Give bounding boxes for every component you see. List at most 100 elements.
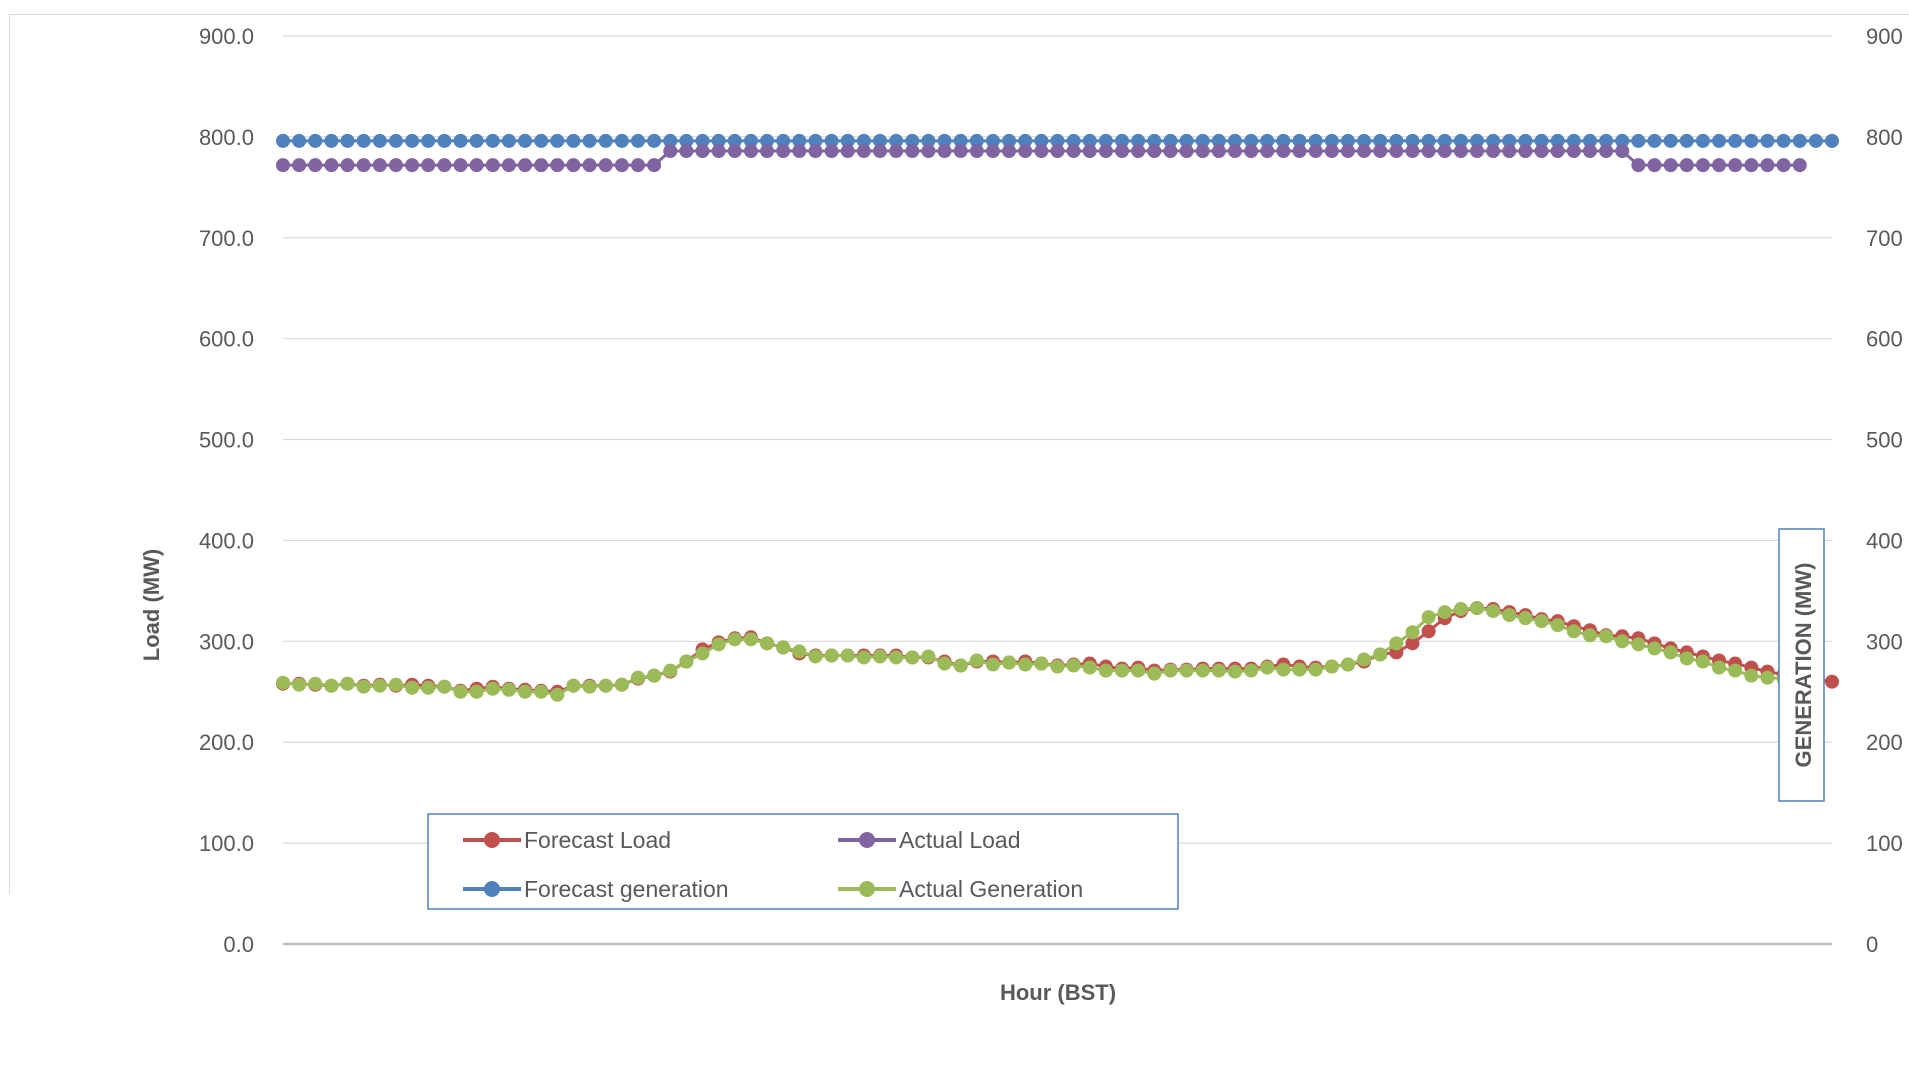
y2-tick-label: 100	[1866, 831, 1903, 856]
data-point	[969, 653, 984, 668]
data-point	[356, 158, 371, 173]
data-point	[743, 144, 758, 159]
data-point	[308, 676, 323, 691]
data-point	[1340, 144, 1355, 159]
data-point	[1115, 133, 1130, 148]
data-point	[453, 684, 468, 699]
data-point	[840, 133, 855, 148]
data-point	[1163, 144, 1178, 159]
data-point	[824, 133, 839, 148]
data-point	[921, 133, 936, 148]
data-point	[889, 133, 904, 148]
series-actual-load	[276, 144, 1807, 173]
data-point	[1663, 158, 1678, 173]
legend-item-forecast-generation: Forecast generation	[463, 876, 729, 902]
data-point	[1453, 144, 1468, 159]
data-point	[292, 158, 307, 173]
data-point	[1276, 662, 1291, 677]
data-point	[663, 133, 678, 148]
data-point	[1599, 133, 1614, 148]
data-point	[1550, 618, 1565, 633]
data-point	[534, 158, 549, 173]
data-point	[1179, 133, 1194, 148]
legend-label: Forecast Load	[524, 827, 671, 853]
data-point	[985, 144, 1000, 159]
data-point	[1227, 133, 1242, 148]
legend-swatch-marker	[484, 881, 500, 897]
data-point	[792, 144, 807, 159]
data-point	[873, 649, 888, 664]
data-point	[776, 640, 791, 655]
data-point	[808, 144, 823, 159]
data-point	[1308, 144, 1323, 159]
data-point	[1421, 144, 1436, 159]
y-axis-ticks: 0.0 100.0 200.0 300.0 400.0 500.0 600.0 700.0 80…	[199, 24, 254, 957]
data-point	[1728, 158, 1743, 173]
data-point	[598, 133, 613, 148]
data-point	[453, 133, 468, 148]
data-point	[1647, 641, 1662, 656]
data-point	[1115, 144, 1130, 159]
data-point	[582, 158, 597, 173]
data-point	[889, 650, 904, 665]
data-point	[1179, 144, 1194, 159]
data-point	[1470, 133, 1485, 148]
y2-tick-label: 300	[1866, 629, 1903, 654]
y-tick-label: 500.0	[199, 428, 254, 453]
legend-swatch-marker	[484, 832, 500, 848]
y-tick-label: 600.0	[199, 327, 254, 352]
data-point	[598, 678, 613, 693]
data-point	[727, 144, 742, 159]
data-point	[1034, 133, 1049, 148]
data-point	[372, 158, 387, 173]
data-point	[1066, 658, 1081, 673]
data-point	[1405, 625, 1420, 640]
data-point	[937, 133, 952, 148]
y2-tick-label: 600	[1866, 327, 1903, 352]
data-point	[1260, 133, 1275, 148]
data-point	[308, 133, 323, 148]
data-point	[356, 679, 371, 694]
data-point	[1292, 144, 1307, 159]
data-point	[566, 678, 581, 693]
data-point	[1518, 133, 1533, 148]
data-point	[1582, 144, 1597, 159]
data-point	[727, 632, 742, 647]
data-point	[1647, 133, 1662, 148]
data-point	[340, 158, 355, 173]
data-point	[711, 637, 726, 652]
y-tick-label: 300.0	[199, 629, 254, 654]
data-point	[1808, 133, 1823, 148]
series-forecast-generation	[276, 133, 1839, 148]
data-point	[1002, 655, 1017, 670]
data-point	[1002, 133, 1017, 148]
y2-tick-label: 700	[1866, 226, 1903, 251]
data-point	[1163, 663, 1178, 678]
data-point	[1050, 144, 1065, 159]
data-point	[1550, 133, 1565, 148]
data-point	[534, 684, 549, 699]
data-point	[1292, 133, 1307, 148]
y2-tick-label: 900	[1866, 24, 1903, 49]
data-point	[663, 144, 678, 159]
data-point	[905, 650, 920, 665]
data-point	[1098, 133, 1113, 148]
data-point	[695, 144, 710, 159]
data-point	[388, 677, 403, 692]
data-point	[630, 133, 645, 148]
data-point	[292, 133, 307, 148]
data-point	[1324, 133, 1339, 148]
data-point	[469, 684, 484, 699]
data-point	[1244, 133, 1259, 148]
data-point	[485, 133, 500, 148]
data-point	[1518, 144, 1533, 159]
data-point	[437, 679, 452, 694]
data-point	[856, 133, 871, 148]
data-point	[356, 133, 371, 148]
y2-axis-title: GENERATION (MW)	[1791, 563, 1816, 768]
data-point	[905, 144, 920, 159]
data-point	[921, 144, 936, 159]
data-point	[840, 144, 855, 159]
data-point	[405, 158, 420, 173]
data-point	[340, 133, 355, 148]
